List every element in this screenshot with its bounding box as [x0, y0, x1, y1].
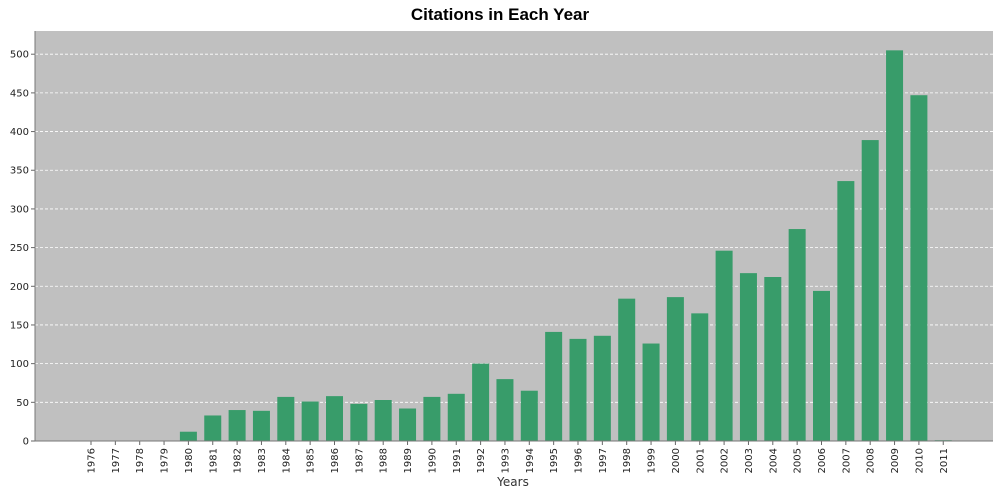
bar-2009 [886, 50, 904, 441]
x-tick-labels: 1976 1977 1978 1979 1980 1981 1982 1983 1984 1985… [87, 448, 950, 473]
bar-2000 [666, 297, 684, 441]
y-tick-label: 450 [10, 88, 29, 99]
y-tick-label: 300 [10, 204, 29, 215]
y-tick-label: 250 [10, 243, 29, 254]
x-tick-label: 2000 [671, 448, 682, 473]
x-tick-label: 1985 [306, 448, 317, 473]
bar-1988 [374, 400, 392, 441]
x-tick-label: 1976 [87, 448, 98, 473]
bar-2006 [813, 290, 830, 441]
y-tick-label: 500 [10, 50, 29, 61]
bar-1990 [423, 396, 441, 441]
x-tick-label: 2002 [720, 448, 731, 473]
y-tick-label: 150 [10, 320, 29, 331]
bar-1991 [447, 393, 465, 441]
y-tick-label: 350 [10, 166, 29, 177]
x-tick-label: 1996 [574, 448, 585, 473]
bar-1983 [252, 410, 270, 441]
x-tick-label: 1988 [379, 448, 390, 473]
x-tick-label: 1989 [403, 448, 414, 473]
bar-1996 [569, 338, 587, 441]
bar-1989 [399, 408, 417, 441]
bar-2010 [910, 95, 928, 441]
bar-1993 [496, 379, 514, 441]
y-tick-label: 0 [23, 437, 29, 448]
x-tick-label: 1987 [354, 448, 365, 473]
x-tick-label: 1983 [257, 448, 268, 473]
x-tick-label: 1994 [525, 448, 536, 473]
x-tick-label: 1997 [598, 448, 609, 473]
bar-1985 [301, 401, 319, 441]
x-tick-label: 1990 [427, 448, 438, 473]
x-tick-label: 2005 [793, 448, 804, 473]
x-tick-label: 1979 [160, 448, 171, 473]
x-tick-label: 2011 [939, 448, 950, 473]
x-tick-label: 1999 [647, 448, 658, 473]
x-tick-label: 2003 [744, 448, 755, 473]
y-tick-label: 400 [10, 127, 29, 138]
chart-title: Citations in Each Year [411, 5, 590, 24]
x-tick-label: 1984 [281, 448, 292, 473]
bar-2003 [739, 273, 757, 441]
bar-2002 [715, 250, 733, 441]
y-tick-label: 100 [10, 359, 29, 370]
bar-1987 [350, 403, 368, 441]
x-tick-label: 2007 [841, 448, 852, 473]
x-axis-label: Years [496, 475, 529, 489]
bar-1997 [593, 335, 611, 441]
bar-1992 [472, 363, 490, 441]
x-tick-label: 1991 [452, 448, 463, 473]
x-tick-label: 1992 [476, 448, 487, 473]
y-tick-labels: 0 50 100 150 200 250 300 350 400 450 500 [10, 50, 29, 448]
bar-2007 [837, 181, 855, 441]
x-tick-label: 1986 [330, 448, 341, 473]
bar-1980 [179, 431, 197, 441]
x-tick-label: 1977 [111, 448, 122, 473]
x-tick-label: 1980 [184, 448, 195, 473]
bar-2005 [788, 229, 806, 441]
bar-1984 [277, 396, 295, 441]
bar-1986 [326, 396, 343, 441]
x-tick-label: 1978 [135, 448, 146, 473]
plot-area [35, 31, 993, 441]
bar-1998 [618, 298, 636, 441]
x-tick-label: 2006 [817, 448, 828, 473]
x-tick-label: 2009 [890, 448, 901, 473]
x-tick-label: 1993 [500, 448, 511, 473]
x-tick-label: 1995 [549, 448, 560, 473]
bar-1995 [545, 331, 563, 441]
bar-2001 [691, 313, 709, 441]
bar-2004 [764, 277, 782, 441]
x-tick-label: 2001 [695, 448, 706, 473]
x-tick-label: 2008 [866, 448, 877, 473]
x-tick-label: 2010 [914, 448, 925, 473]
x-tick-label: 2004 [768, 448, 779, 473]
x-tick-label: 1981 [208, 448, 219, 473]
bar-1994 [520, 390, 538, 441]
bars [179, 50, 952, 441]
bar-2008 [861, 140, 879, 441]
x-tick-label: 1998 [622, 448, 633, 473]
y-tick-label: 200 [10, 282, 29, 293]
axes [31, 31, 993, 445]
bar-1982 [228, 410, 246, 441]
bar-1999 [642, 343, 660, 441]
y-tick-label: 50 [16, 398, 29, 409]
x-tick-label: 1982 [233, 448, 244, 473]
bar-1981 [204, 415, 222, 441]
